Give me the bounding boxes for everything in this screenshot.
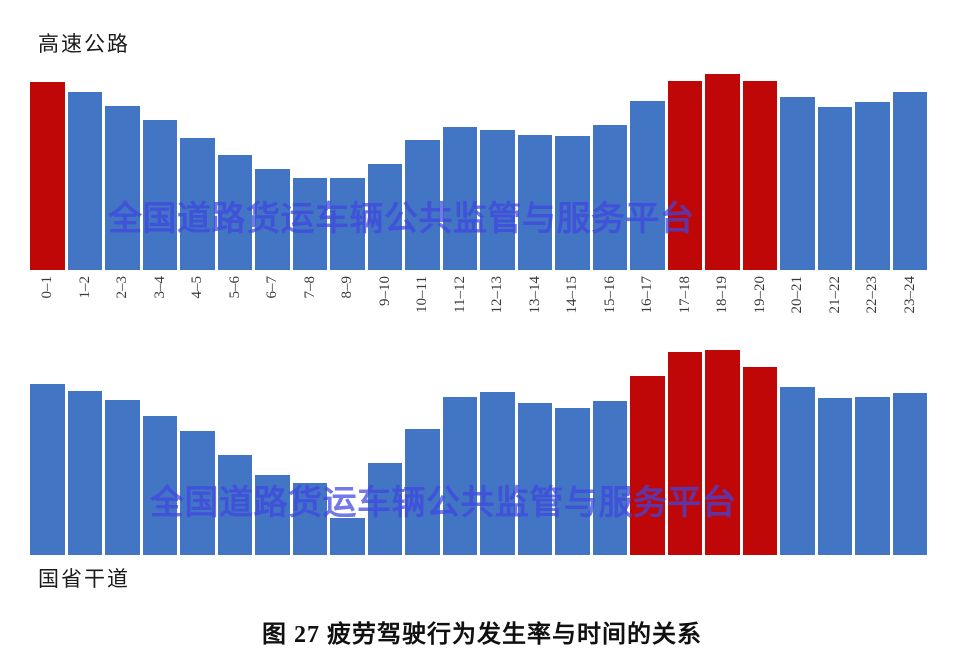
x-axis-label-11–12: 11–12: [451, 276, 468, 313]
x-axis-label-0–1: 0–1: [39, 276, 56, 299]
x-axis-label-13–14: 13–14: [526, 276, 543, 314]
bar-national-road-1: [67, 391, 102, 555]
x-axis-label-21–22: 21–22: [826, 276, 843, 314]
x-axis-label-14–15: 14–15: [564, 276, 581, 314]
bar-national-road-5: [217, 455, 252, 555]
bar-national-road-11: [442, 397, 477, 555]
bar-highway-15: [592, 125, 627, 270]
bar-highway-19: [742, 81, 777, 270]
x-axis-label-3–4: 3–4: [151, 276, 168, 299]
bar-highway-5: [217, 155, 252, 270]
bar-highway-20: [780, 97, 815, 270]
bar-highway-21: [817, 107, 852, 270]
bar-highway-11: [442, 127, 477, 270]
bar-highway-14: [555, 136, 590, 270]
x-axis-label-2–3: 2–3: [114, 276, 131, 299]
bar-national-road-23: [892, 393, 927, 555]
bar-national-road-10: [405, 429, 440, 555]
x-axis-label-17–18: 17–18: [676, 276, 693, 314]
bar-national-road-7: [292, 483, 327, 555]
bar-national-road-2: [105, 400, 140, 555]
bar-national-road-12: [480, 392, 515, 555]
x-axis-label-8–9: 8–9: [339, 276, 356, 299]
national-road-bar-chart: [30, 345, 930, 555]
bar-national-road-22: [855, 397, 890, 555]
bar-highway-22: [855, 102, 890, 270]
bar-national-road-9: [367, 463, 402, 555]
x-axis-label-15–16: 15–16: [601, 276, 618, 314]
bar-highway-4: [180, 138, 215, 270]
x-axis-label-18–19: 18–19: [714, 276, 731, 314]
bar-highway-7: [292, 178, 327, 270]
bar-national-road-3: [142, 416, 177, 555]
bar-national-road-13: [517, 403, 552, 555]
bar-national-road-4: [180, 431, 215, 555]
bar-highway-12: [480, 130, 515, 270]
bar-highway-8: [330, 178, 365, 270]
national-road-chart-title: 国省干道: [38, 567, 130, 591]
bar-national-road-17: [667, 352, 702, 555]
x-axis-label-19–20: 19–20: [751, 276, 768, 314]
bar-highway-13: [517, 135, 552, 270]
highway-x-axis-labels: 0–1 1–2 2–3 3–4 4–5 5–6 6–7 7–8 8–9 9–10 10–11 11–1…: [30, 276, 930, 340]
x-axis-label-5–6: 5–6: [226, 276, 243, 299]
bar-national-road-16: [630, 376, 665, 555]
highway-bar-chart: [30, 72, 930, 270]
bar-national-road-14: [555, 408, 590, 555]
x-axis-label-22–23: 22–23: [864, 276, 881, 314]
bar-highway-16: [630, 101, 665, 270]
bar-national-road-0: [30, 384, 65, 555]
bar-national-road-20: [780, 387, 815, 555]
x-axis-label-6–7: 6–7: [264, 276, 281, 299]
bar-highway-23: [892, 92, 927, 270]
x-axis-label-20–21: 20–21: [789, 276, 806, 314]
x-axis-label-7–8: 7–8: [301, 276, 318, 299]
bar-highway-10: [405, 140, 440, 270]
bar-highway-6: [255, 169, 290, 270]
bar-national-road-8: [330, 518, 365, 555]
x-axis-label-23–24: 23–24: [901, 276, 918, 314]
bar-highway-3: [142, 120, 177, 270]
x-axis-label-9–10: 9–10: [376, 276, 393, 306]
bar-highway-0: [30, 82, 65, 270]
bar-national-road-21: [817, 398, 852, 555]
bar-highway-1: [67, 92, 102, 270]
bar-national-road-18: [705, 350, 740, 555]
bar-highway-9: [367, 164, 402, 270]
highway-chart-title: 高速公路: [38, 32, 130, 56]
figure-caption: 图 27 疲劳驾驶行为发生率与时间的关系: [262, 622, 702, 648]
bar-highway-17: [667, 81, 702, 270]
bar-national-road-6: [255, 475, 290, 555]
bar-highway-18: [705, 74, 740, 270]
bar-national-road-19: [742, 367, 777, 555]
x-axis-label-12–13: 12–13: [489, 276, 506, 314]
x-axis-label-16–17: 16–17: [639, 276, 656, 314]
x-axis-label-1–2: 1–2: [76, 276, 93, 299]
bar-highway-2: [105, 106, 140, 270]
x-axis-label-10–11: 10–11: [414, 276, 431, 313]
x-axis-label-4–5: 4–5: [189, 276, 206, 299]
bar-national-road-15: [592, 401, 627, 555]
